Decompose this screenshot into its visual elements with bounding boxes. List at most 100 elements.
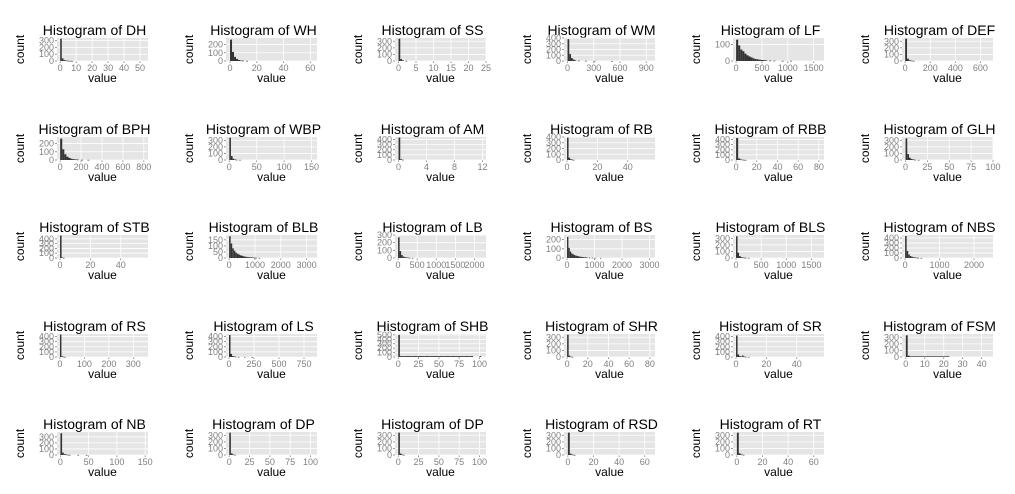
x-tick-label: 0	[734, 162, 739, 172]
y-tick-label: 400	[39, 331, 54, 341]
x-tick-label: 0	[565, 457, 570, 467]
histogram-bar	[64, 60, 67, 62]
histogram-bar	[230, 39, 233, 61]
x-tick-label: 500	[410, 260, 425, 270]
x-tick-label: 900	[639, 63, 654, 73]
histogram-bar	[907, 58, 909, 61]
x-tick-label: 40	[614, 457, 624, 467]
histogram-svg: Histogram of DH0 10 20 30 40 500100200300valu…	[13, 22, 148, 85]
x-tick-label: 3000	[639, 260, 659, 270]
y-tick-label: 0	[556, 352, 561, 362]
histogram-bar	[241, 255, 244, 258]
y-axis-title: count	[351, 231, 365, 261]
histogram-bar	[740, 355, 743, 357]
y-tick-label: 50	[213, 247, 223, 257]
x-tick-label: 400	[948, 63, 963, 73]
y-tick-label: 100	[546, 149, 561, 159]
y-axis-title: count	[520, 330, 534, 360]
histogram-bar	[917, 355, 920, 357]
histogram-panel: Histogram of DP 0 25 50 75 100 0 100 200 300 value…	[169, 396, 338, 494]
histogram-bar	[60, 433, 63, 455]
y-tick-label: 100	[546, 50, 561, 60]
y-tick-label: 200	[546, 437, 561, 447]
histogram-bar	[742, 454, 745, 456]
histogram-bar	[924, 355, 927, 357]
histogram-bar	[252, 257, 254, 259]
histogram-bar	[239, 255, 242, 258]
plot-background	[564, 333, 655, 357]
histogram-bar	[69, 60, 72, 62]
histogram-bar	[736, 137, 739, 160]
x-tick-label: 50	[265, 457, 275, 467]
histogram-bar	[905, 38, 908, 61]
histogram-bar	[85, 454, 88, 456]
histogram-bar	[61, 355, 63, 357]
y-axis-title: count	[13, 34, 27, 64]
histogram-bar	[740, 454, 743, 456]
x-tick-label: 10	[71, 63, 81, 73]
histogram-bar	[399, 251, 402, 258]
histogram-panel: Histogram of LF 0 500 1000 1500 0 100 value coun…	[676, 2, 845, 100]
histogram-bar	[908, 254, 910, 258]
histogram-bar	[435, 355, 438, 357]
y-tick-label: 200	[884, 338, 899, 348]
y-tick-label: 100	[208, 48, 223, 58]
histogram-bar	[570, 158, 572, 160]
y-tick-label: 100	[39, 444, 54, 454]
x-tick-label: 500	[754, 260, 769, 270]
x-tick-label: 30	[958, 359, 968, 369]
histogram-bar	[402, 60, 404, 61]
histogram-bar	[742, 51, 745, 61]
x-tick-label: 600	[612, 63, 627, 73]
y-tick-label: 400	[377, 334, 392, 344]
histogram-bar	[773, 60, 776, 62]
y-tick-label: 300	[715, 336, 730, 346]
histogram-panel: Histogram of GLH 0 25 50 75 100 0 100 200 300 valu…	[845, 101, 1014, 199]
chart-title: Histogram of BPH	[38, 121, 150, 137]
y-axis-title: count	[858, 133, 872, 163]
plot-background	[226, 136, 317, 160]
histogram-bar	[742, 159, 745, 160]
y-tick-label: 200	[377, 437, 392, 447]
histogram-bar	[230, 155, 233, 160]
y-tick-label: 300	[884, 238, 899, 248]
x-tick-label: 0	[565, 162, 570, 172]
histogram-bar	[407, 257, 409, 259]
x-tick-label: 0	[226, 359, 231, 369]
histogram-bar	[594, 257, 596, 259]
chart-title: Histogram of GLH	[883, 121, 995, 137]
histogram-bar	[244, 356, 246, 357]
y-tick-label: 400	[715, 134, 730, 144]
x-tick-label: 60	[809, 457, 819, 467]
y-tick-label: 100	[377, 49, 392, 59]
x-tick-label: 1000	[585, 260, 605, 270]
histogram-svg: Histogram of RB0 20 400100200300400valueco…	[520, 121, 655, 184]
y-tick-label: 150	[208, 235, 223, 245]
y-tick-label: 300	[208, 135, 223, 145]
histogram-bar	[398, 334, 400, 357]
y-tick-label: 100	[377, 443, 392, 453]
x-tick-label: 8	[452, 162, 457, 172]
histogram-bar	[232, 355, 234, 357]
histogram-bar	[568, 355, 571, 357]
histogram-bar	[919, 355, 921, 357]
y-tick-label: 0	[49, 352, 54, 362]
chart-title: Histogram of BS	[551, 219, 653, 235]
histogram-bar	[914, 257, 916, 259]
histogram-bar	[76, 159, 79, 160]
y-axis-title: count	[13, 428, 27, 458]
x-tick-label: 80	[645, 359, 655, 369]
plot-background	[57, 333, 148, 357]
x-axis-title: value	[257, 465, 286, 479]
x-tick-label: 600	[973, 63, 988, 73]
histogram-bar	[928, 355, 931, 357]
x-tick-label: 100	[472, 457, 487, 467]
histogram-bar	[744, 53, 747, 61]
plot-background	[226, 235, 317, 258]
histogram-bar	[945, 355, 948, 357]
chart-title: Histogram of SHR	[545, 318, 658, 334]
